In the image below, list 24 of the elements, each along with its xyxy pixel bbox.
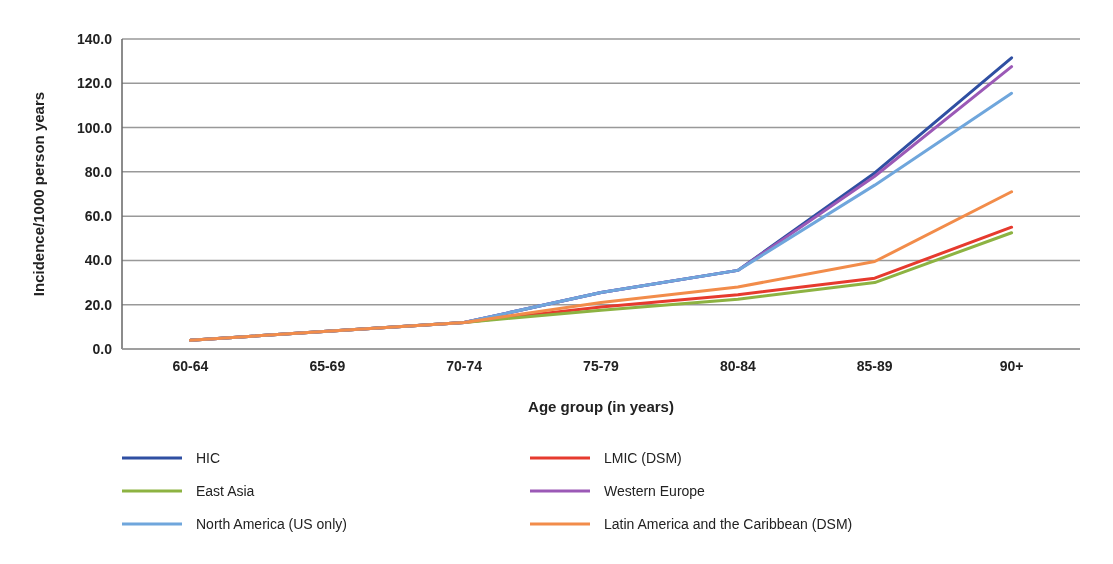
legend-label: Latin America and the Caribbean (DSM) [604,516,853,532]
y-tick-label: 20.0 [84,296,113,313]
line-series [188,190,1014,342]
x-tick-label: 85-89 [856,358,893,374]
x-tick-label: 80-84 [719,358,756,374]
x-tick-label: 90+ [999,358,1024,374]
legend-label: Western Europe [604,483,706,499]
y-tick-label: 100.0 [76,119,113,136]
y-tick-label: 80.0 [84,163,113,180]
legend-label: North America (US only) [196,516,347,532]
y-tick-label: 40.0 [84,252,113,269]
x-tick-label: 60-64 [172,358,209,374]
legend-label: LMIC (DSM) [604,450,682,466]
x-tick-label: 70-74 [446,358,483,374]
legend-label: HIC [196,450,221,466]
y-tick-label: 120.0 [76,75,113,92]
x-tick-label: 75-79 [583,358,620,374]
y-tick-label: 140.0 [76,31,113,47]
y-axis-title: Incidence/1000 person years [30,91,47,297]
x-tick-label: 65-69 [309,358,346,374]
y-tick-label: 60.0 [84,208,113,225]
x-axis-title: Age group (in years) [528,398,674,415]
legend-label: East Asia [196,483,255,499]
y-tick-label: 0.0 [92,341,113,357]
